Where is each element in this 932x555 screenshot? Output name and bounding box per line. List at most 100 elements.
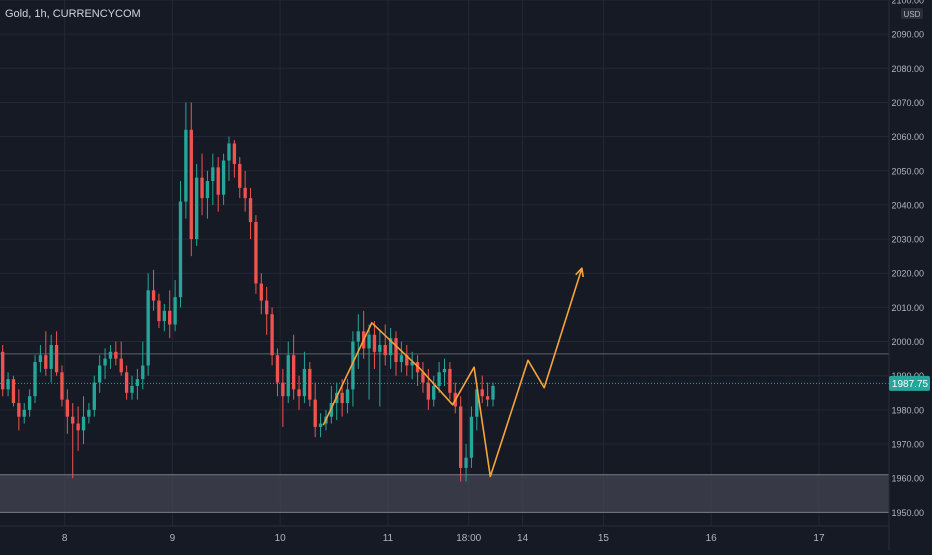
candle-body	[184, 129, 188, 202]
candle-body	[340, 392, 344, 404]
candle-body	[81, 416, 86, 431]
candle-body	[6, 379, 10, 390]
candle-down	[124, 365, 129, 400]
candle-body	[421, 372, 425, 383]
candle-body	[480, 389, 484, 397]
time-tick-label: 15	[598, 533, 610, 544]
candle-up	[211, 153, 215, 205]
candle-up	[442, 358, 447, 386]
candle-body	[291, 355, 296, 390]
price-tick-label: 2090.00	[891, 30, 924, 40]
candle-up	[356, 314, 360, 369]
candle-up	[173, 280, 177, 332]
candle-down	[426, 368, 431, 410]
candle-up	[194, 163, 199, 246]
candle-body	[49, 344, 53, 369]
candle-down	[259, 273, 263, 315]
price-scale[interactable]	[889, 0, 932, 550]
candle-body	[71, 416, 75, 424]
candle-down	[265, 286, 269, 335]
candle-down	[308, 362, 312, 407]
price-tick-label: 2030.00	[891, 235, 924, 245]
candle-body	[383, 344, 387, 356]
candle-up	[146, 273, 150, 376]
pattern-drawing[interactable]	[322, 267, 584, 478]
support-zone-fill	[0, 474, 889, 513]
candle-up	[33, 355, 37, 404]
candle-body	[399, 355, 404, 363]
candle-body	[243, 187, 247, 199]
candle-body	[189, 129, 193, 240]
price-tick-label: 2020.00	[891, 269, 924, 279]
price-tick-label: 2040.00	[891, 200, 924, 210]
candle-down	[60, 365, 64, 407]
price-tick-label: 2050.00	[891, 166, 924, 176]
time-tick-label: 16	[706, 533, 718, 544]
price-tick-label: 2080.00	[891, 64, 924, 74]
candle-up	[302, 351, 307, 404]
candle-body	[157, 300, 161, 322]
symbol-legend[interactable]: Gold, 1h, CURRENCYCOM	[5, 8, 141, 20]
candle-body	[114, 351, 118, 359]
candle-body	[54, 344, 59, 373]
candle-body	[76, 423, 80, 431]
candle-up	[388, 327, 393, 369]
candle-down	[17, 389, 21, 431]
candle-up	[141, 341, 145, 390]
price-tick-label: 2060.00	[891, 132, 924, 142]
candle-down	[157, 293, 161, 328]
candle-body	[475, 389, 479, 417]
candle-up	[378, 331, 382, 407]
candle-body	[458, 406, 463, 468]
candle-up	[437, 362, 441, 393]
price-tick-label: 2070.00	[891, 98, 924, 108]
candle-body	[485, 396, 490, 400]
candle-down	[394, 331, 398, 376]
candle-down	[291, 334, 296, 400]
candle-body	[22, 409, 26, 417]
candle-body	[302, 368, 307, 397]
candle-down	[200, 153, 204, 216]
candle-body	[275, 355, 280, 383]
candle-body	[426, 382, 431, 400]
candle-body	[367, 334, 371, 349]
candle-body	[151, 290, 156, 301]
candle-body	[60, 372, 64, 400]
candle-down	[168, 290, 172, 339]
candle-down	[65, 389, 70, 434]
candle-body	[141, 365, 145, 380]
candle-down	[1, 344, 5, 397]
time-tick-label: 9	[170, 533, 176, 544]
candle-up	[81, 396, 86, 445]
candle-body	[442, 368, 447, 373]
candle-up	[205, 170, 210, 219]
candle-body	[227, 143, 231, 161]
candle-body	[65, 399, 70, 417]
candle-down	[238, 157, 242, 199]
candle-up	[162, 303, 167, 332]
candle-down	[421, 362, 425, 393]
candle-body	[92, 382, 96, 410]
candle-up	[103, 348, 107, 380]
candle-up	[22, 403, 26, 424]
candle-up	[221, 153, 226, 205]
candle-down	[297, 375, 301, 410]
candle-up	[399, 341, 404, 373]
candle-body	[313, 399, 317, 427]
candle-down	[405, 344, 409, 376]
candle-up	[286, 341, 290, 404]
candle-body	[168, 310, 172, 325]
candle-up	[184, 102, 188, 219]
candle-body	[211, 167, 215, 182]
support-zone[interactable]	[0, 474, 889, 513]
candle-body	[17, 403, 21, 417]
candle-body	[194, 177, 199, 240]
candle-body	[232, 143, 237, 164]
price-tick-label: 2010.00	[891, 303, 924, 313]
candle-down	[114, 341, 118, 366]
candle-up	[491, 382, 495, 407]
candle-body	[351, 341, 355, 390]
candle-body	[318, 423, 323, 427]
time-tick-label: 17	[813, 533, 825, 544]
